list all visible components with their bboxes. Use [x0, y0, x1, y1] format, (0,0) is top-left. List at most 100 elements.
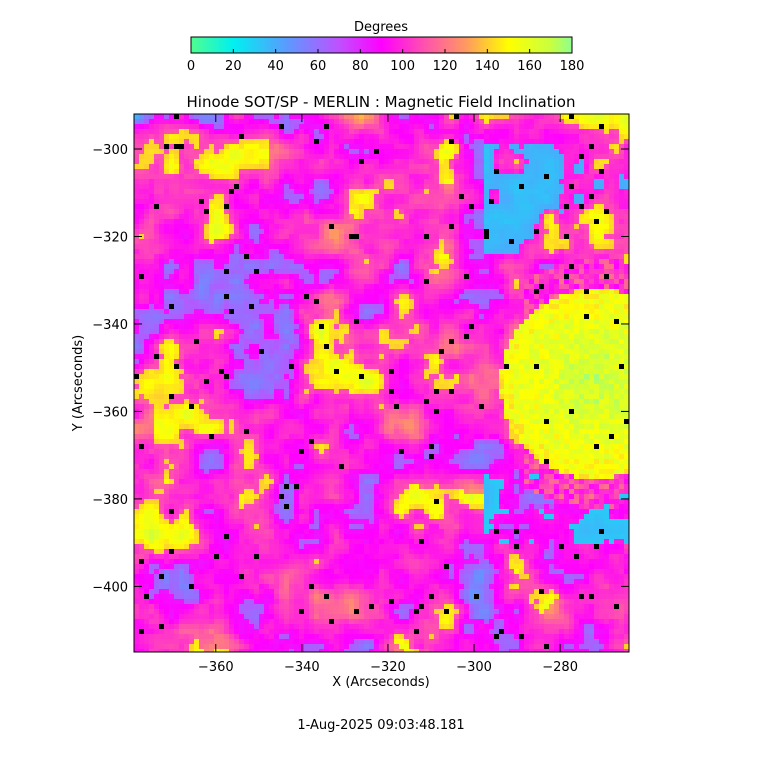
heatmap-cell: [154, 154, 159, 159]
heatmap-cell: [414, 119, 419, 124]
heatmap-cell: [244, 294, 249, 299]
heatmap-cell: [404, 164, 409, 169]
heatmap-cell: [459, 314, 464, 319]
heatmap-cell: [224, 324, 229, 329]
heatmap-cell: [489, 234, 494, 239]
heatmap-cell: [359, 239, 364, 244]
heatmap-cell: [594, 249, 599, 254]
heatmap-cell: [149, 199, 154, 204]
heatmap-cell: [214, 309, 219, 314]
heatmap-cell: [204, 319, 209, 324]
heatmap-cell: [369, 139, 374, 144]
heatmap-cell: [434, 284, 439, 289]
heatmap-cell: [184, 294, 189, 299]
heatmap-cell: [229, 254, 234, 259]
heatmap-cell: [334, 349, 339, 354]
heatmap-cell: [384, 244, 389, 249]
heatmap-cell: [494, 194, 499, 199]
heatmap-cell: [184, 314, 189, 319]
heatmap-cell: [144, 294, 149, 299]
heatmap-cell: [554, 184, 559, 189]
heatmap-cell: [244, 354, 249, 359]
heatmap-cell: [564, 129, 569, 134]
heatmap-cell: [484, 234, 489, 239]
heatmap-cell: [494, 154, 499, 159]
heatmap-cell: [519, 304, 524, 309]
heatmap-cell: [539, 229, 544, 234]
heatmap-cell: [459, 309, 464, 314]
heatmap-cell: [624, 159, 629, 164]
heatmap-cell: [449, 339, 454, 344]
heatmap-cell: [259, 139, 264, 144]
heatmap-cell: [209, 244, 214, 249]
heatmap-cell: [449, 299, 454, 304]
heatmap-cell: [469, 219, 474, 224]
heatmap-cell: [609, 169, 614, 174]
heatmap-cell: [609, 344, 614, 349]
heatmap-cell: [534, 359, 539, 364]
heatmap-cell: [189, 244, 194, 249]
heatmap-cell: [499, 229, 504, 234]
heatmap-cell: [589, 144, 594, 149]
heatmap-cell: [224, 349, 229, 354]
heatmap-cell: [224, 359, 229, 364]
heatmap-cell: [184, 134, 189, 139]
heatmap-cell: [154, 364, 159, 369]
heatmap-cell: [509, 239, 514, 244]
heatmap-cell: [309, 264, 314, 269]
heatmap-cell: [354, 264, 359, 269]
heatmap-cell: [369, 339, 374, 344]
heatmap-cell: [369, 244, 374, 249]
heatmap-cell: [144, 214, 149, 219]
heatmap-cell: [454, 234, 459, 239]
heatmap-cell: [339, 239, 344, 244]
heatmap-cell: [454, 204, 459, 209]
heatmap-cell: [354, 359, 359, 364]
heatmap-cell: [479, 354, 484, 359]
heatmap-cell: [549, 169, 554, 174]
heatmap-cell: [419, 244, 424, 249]
heatmap-cell: [234, 239, 239, 244]
heatmap-cell: [374, 334, 379, 339]
heatmap-cell: [394, 334, 399, 339]
heatmap-cell: [264, 169, 269, 174]
heatmap-cell: [589, 164, 594, 169]
heatmap-cell: [364, 169, 369, 174]
heatmap-cell: [219, 179, 224, 184]
heatmap-cell: [304, 314, 309, 319]
heatmap-cell: [419, 359, 424, 364]
heatmap-cell: [349, 189, 354, 194]
heatmap-cell: [339, 284, 344, 289]
heatmap-cell: [384, 154, 389, 159]
heatmap-cell: [319, 139, 324, 144]
heatmap-cell: [554, 234, 559, 239]
heatmap-cell: [529, 224, 534, 229]
heatmap-cell: [279, 204, 284, 209]
heatmap-cell: [234, 354, 239, 359]
heatmap-cell: [154, 254, 159, 259]
heatmap-cell: [219, 164, 224, 169]
heatmap-cell: [569, 309, 574, 314]
heatmap-cell: [519, 209, 524, 214]
heatmap-cell: [374, 189, 379, 194]
heatmap-cell: [394, 129, 399, 134]
heatmap-cell: [414, 164, 419, 169]
heatmap-cell: [159, 314, 164, 319]
heatmap-cell: [394, 229, 399, 234]
heatmap-cell: [144, 119, 149, 124]
heatmap-cell: [374, 324, 379, 329]
heatmap-cell: [374, 309, 379, 314]
heatmap-cell: [244, 129, 249, 134]
heatmap-cell: [319, 339, 324, 344]
heatmap-cell: [399, 124, 404, 129]
heatmap-cell: [409, 284, 414, 289]
heatmap-cell: [474, 334, 479, 339]
heatmap-cell: [549, 204, 554, 209]
heatmap-cell: [499, 279, 504, 284]
heatmap-cell: [249, 229, 254, 234]
heatmap-cell: [484, 299, 489, 304]
heatmap-cell: [289, 199, 294, 204]
heatmap-cell: [344, 339, 349, 344]
heatmap-cell: [279, 359, 284, 364]
heatmap-cell: [199, 254, 204, 259]
